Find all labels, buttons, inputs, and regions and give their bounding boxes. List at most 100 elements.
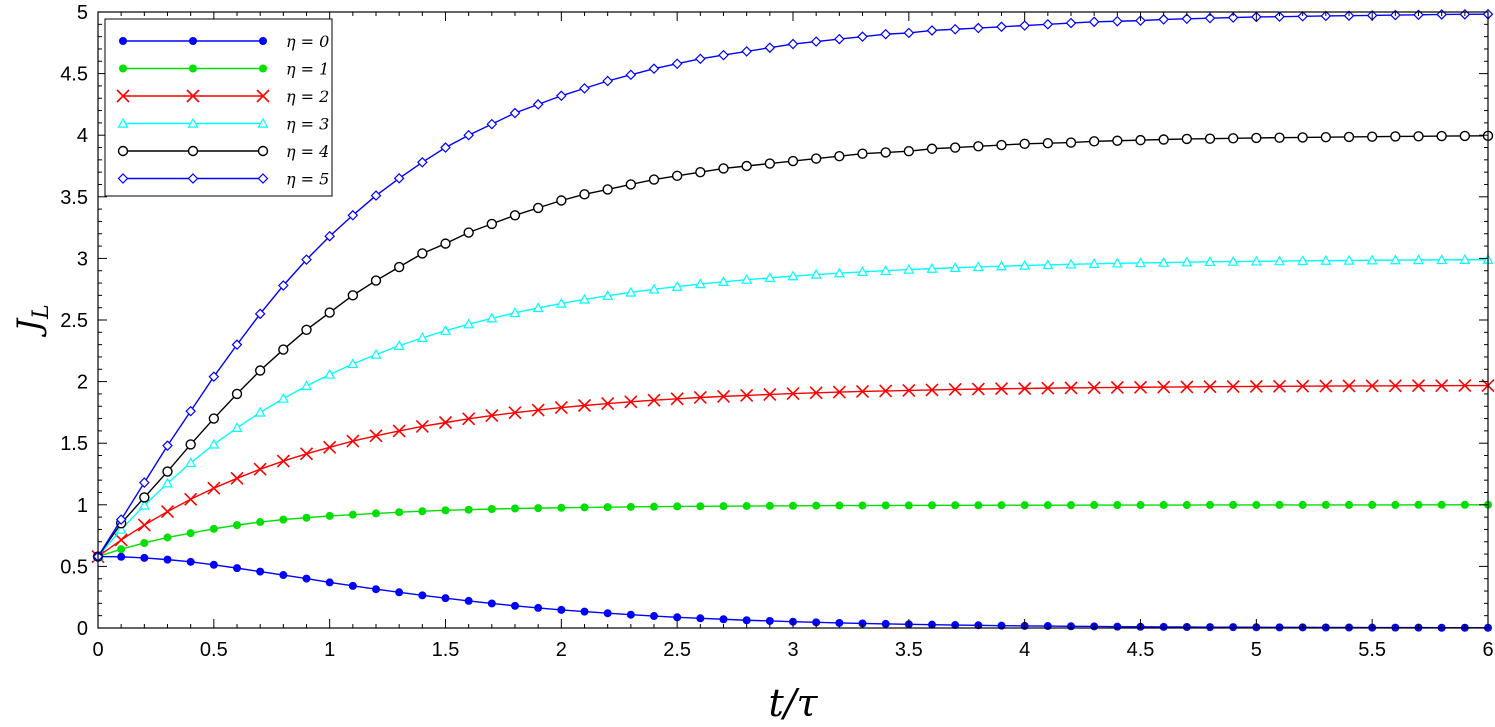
data-point — [1136, 501, 1145, 510]
data-point — [301, 254, 312, 265]
data-point — [299, 447, 314, 461]
data-point — [324, 368, 336, 379]
data-point — [1250, 255, 1262, 266]
data-point — [1181, 256, 1193, 267]
data-point — [1229, 500, 1238, 509]
data-point — [259, 37, 267, 45]
data-point — [1366, 131, 1378, 142]
data-point — [951, 501, 960, 510]
data-point — [1042, 18, 1054, 30]
data-point — [693, 390, 707, 405]
data-point — [671, 58, 683, 70]
data-point — [1226, 379, 1240, 394]
data-point — [487, 599, 496, 608]
y-tick-label: 4.5 — [60, 64, 88, 86]
data-point — [257, 145, 269, 157]
data-point — [648, 283, 660, 294]
data-point — [1204, 12, 1216, 24]
data-point — [116, 89, 130, 103]
data-point — [928, 501, 936, 510]
data-point — [1413, 131, 1424, 142]
data-point — [1437, 500, 1446, 509]
data-point — [902, 383, 916, 398]
data-point — [277, 280, 289, 291]
data-point — [1042, 259, 1054, 270]
data-point — [741, 46, 753, 57]
y-tick-label: 5 — [77, 2, 88, 24]
data-point — [580, 607, 589, 616]
data-point — [948, 382, 962, 397]
data-point — [580, 503, 589, 512]
data-point — [719, 615, 728, 624]
legend-label: η = 1 — [286, 60, 329, 79]
data-point — [1275, 500, 1284, 509]
data-point — [1019, 20, 1031, 31]
data-point — [1065, 137, 1077, 148]
data-point — [626, 610, 635, 619]
data-point — [903, 146, 915, 157]
data-point — [278, 344, 289, 355]
data-point — [1252, 500, 1261, 509]
data-point — [996, 21, 1007, 33]
data-point — [1345, 500, 1353, 509]
data-point — [973, 141, 984, 152]
data-point — [440, 142, 451, 153]
data-point — [1297, 255, 1309, 266]
data-point — [162, 466, 173, 477]
data-point — [1227, 12, 1239, 23]
data-point — [256, 567, 265, 576]
y-tick-label: 1.5 — [60, 433, 88, 455]
data-point — [972, 22, 984, 34]
data-point — [1368, 500, 1377, 509]
data-point — [511, 504, 519, 513]
data-point — [534, 504, 543, 513]
data-point — [487, 504, 496, 513]
data-point — [1296, 379, 1310, 393]
data-point — [858, 619, 867, 628]
data-point — [1436, 130, 1447, 142]
data-point — [301, 324, 312, 336]
data-point — [462, 412, 476, 426]
data-point — [578, 293, 591, 304]
data-point — [185, 457, 197, 468]
data-point — [117, 145, 129, 157]
y-tick-label: 0 — [77, 618, 88, 640]
data-point — [276, 454, 290, 468]
data-point — [648, 63, 660, 75]
data-point — [787, 155, 799, 167]
data-point — [187, 173, 199, 184]
data-point — [440, 238, 451, 249]
data-point — [1273, 255, 1286, 266]
data-point — [926, 262, 938, 273]
data-point — [348, 581, 357, 590]
data-point — [254, 406, 266, 417]
legend-label: η = 2 — [286, 87, 329, 106]
data-point — [763, 387, 777, 401]
data-point — [1090, 501, 1099, 510]
data-point — [208, 371, 220, 383]
data-point — [160, 505, 175, 519]
data-point — [187, 117, 199, 128]
data-point — [648, 174, 660, 185]
data-point — [395, 588, 404, 597]
data-point — [1020, 501, 1029, 510]
data-point — [117, 173, 129, 184]
data-point — [532, 99, 544, 110]
data-point — [717, 276, 730, 287]
data-point — [765, 501, 774, 510]
data-point — [810, 268, 822, 279]
data-point — [207, 481, 221, 495]
data-point — [1065, 258, 1077, 269]
x-tick-label: 3.5 — [895, 639, 923, 661]
x-tick-label: 4 — [1019, 639, 1030, 661]
data-point — [881, 501, 890, 510]
data-point — [602, 75, 614, 87]
data-point — [1274, 132, 1285, 143]
data-point — [994, 382, 1009, 396]
y-tick-label: 2 — [77, 372, 88, 394]
data-point — [370, 348, 382, 359]
data-point — [1297, 10, 1309, 22]
x-tick-label: 0.5 — [200, 639, 228, 661]
data-point — [117, 552, 126, 561]
data-point — [555, 297, 567, 308]
